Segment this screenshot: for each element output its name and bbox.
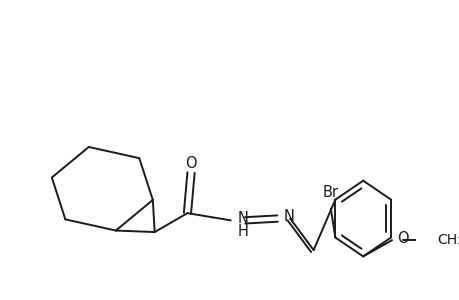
Text: O: O	[397, 231, 408, 246]
Text: N: N	[237, 211, 248, 226]
Text: N: N	[283, 209, 294, 224]
Text: CH₃: CH₃	[436, 233, 459, 247]
Text: Br: Br	[322, 184, 338, 200]
Text: H: H	[237, 224, 248, 239]
Text: O: O	[185, 156, 196, 171]
